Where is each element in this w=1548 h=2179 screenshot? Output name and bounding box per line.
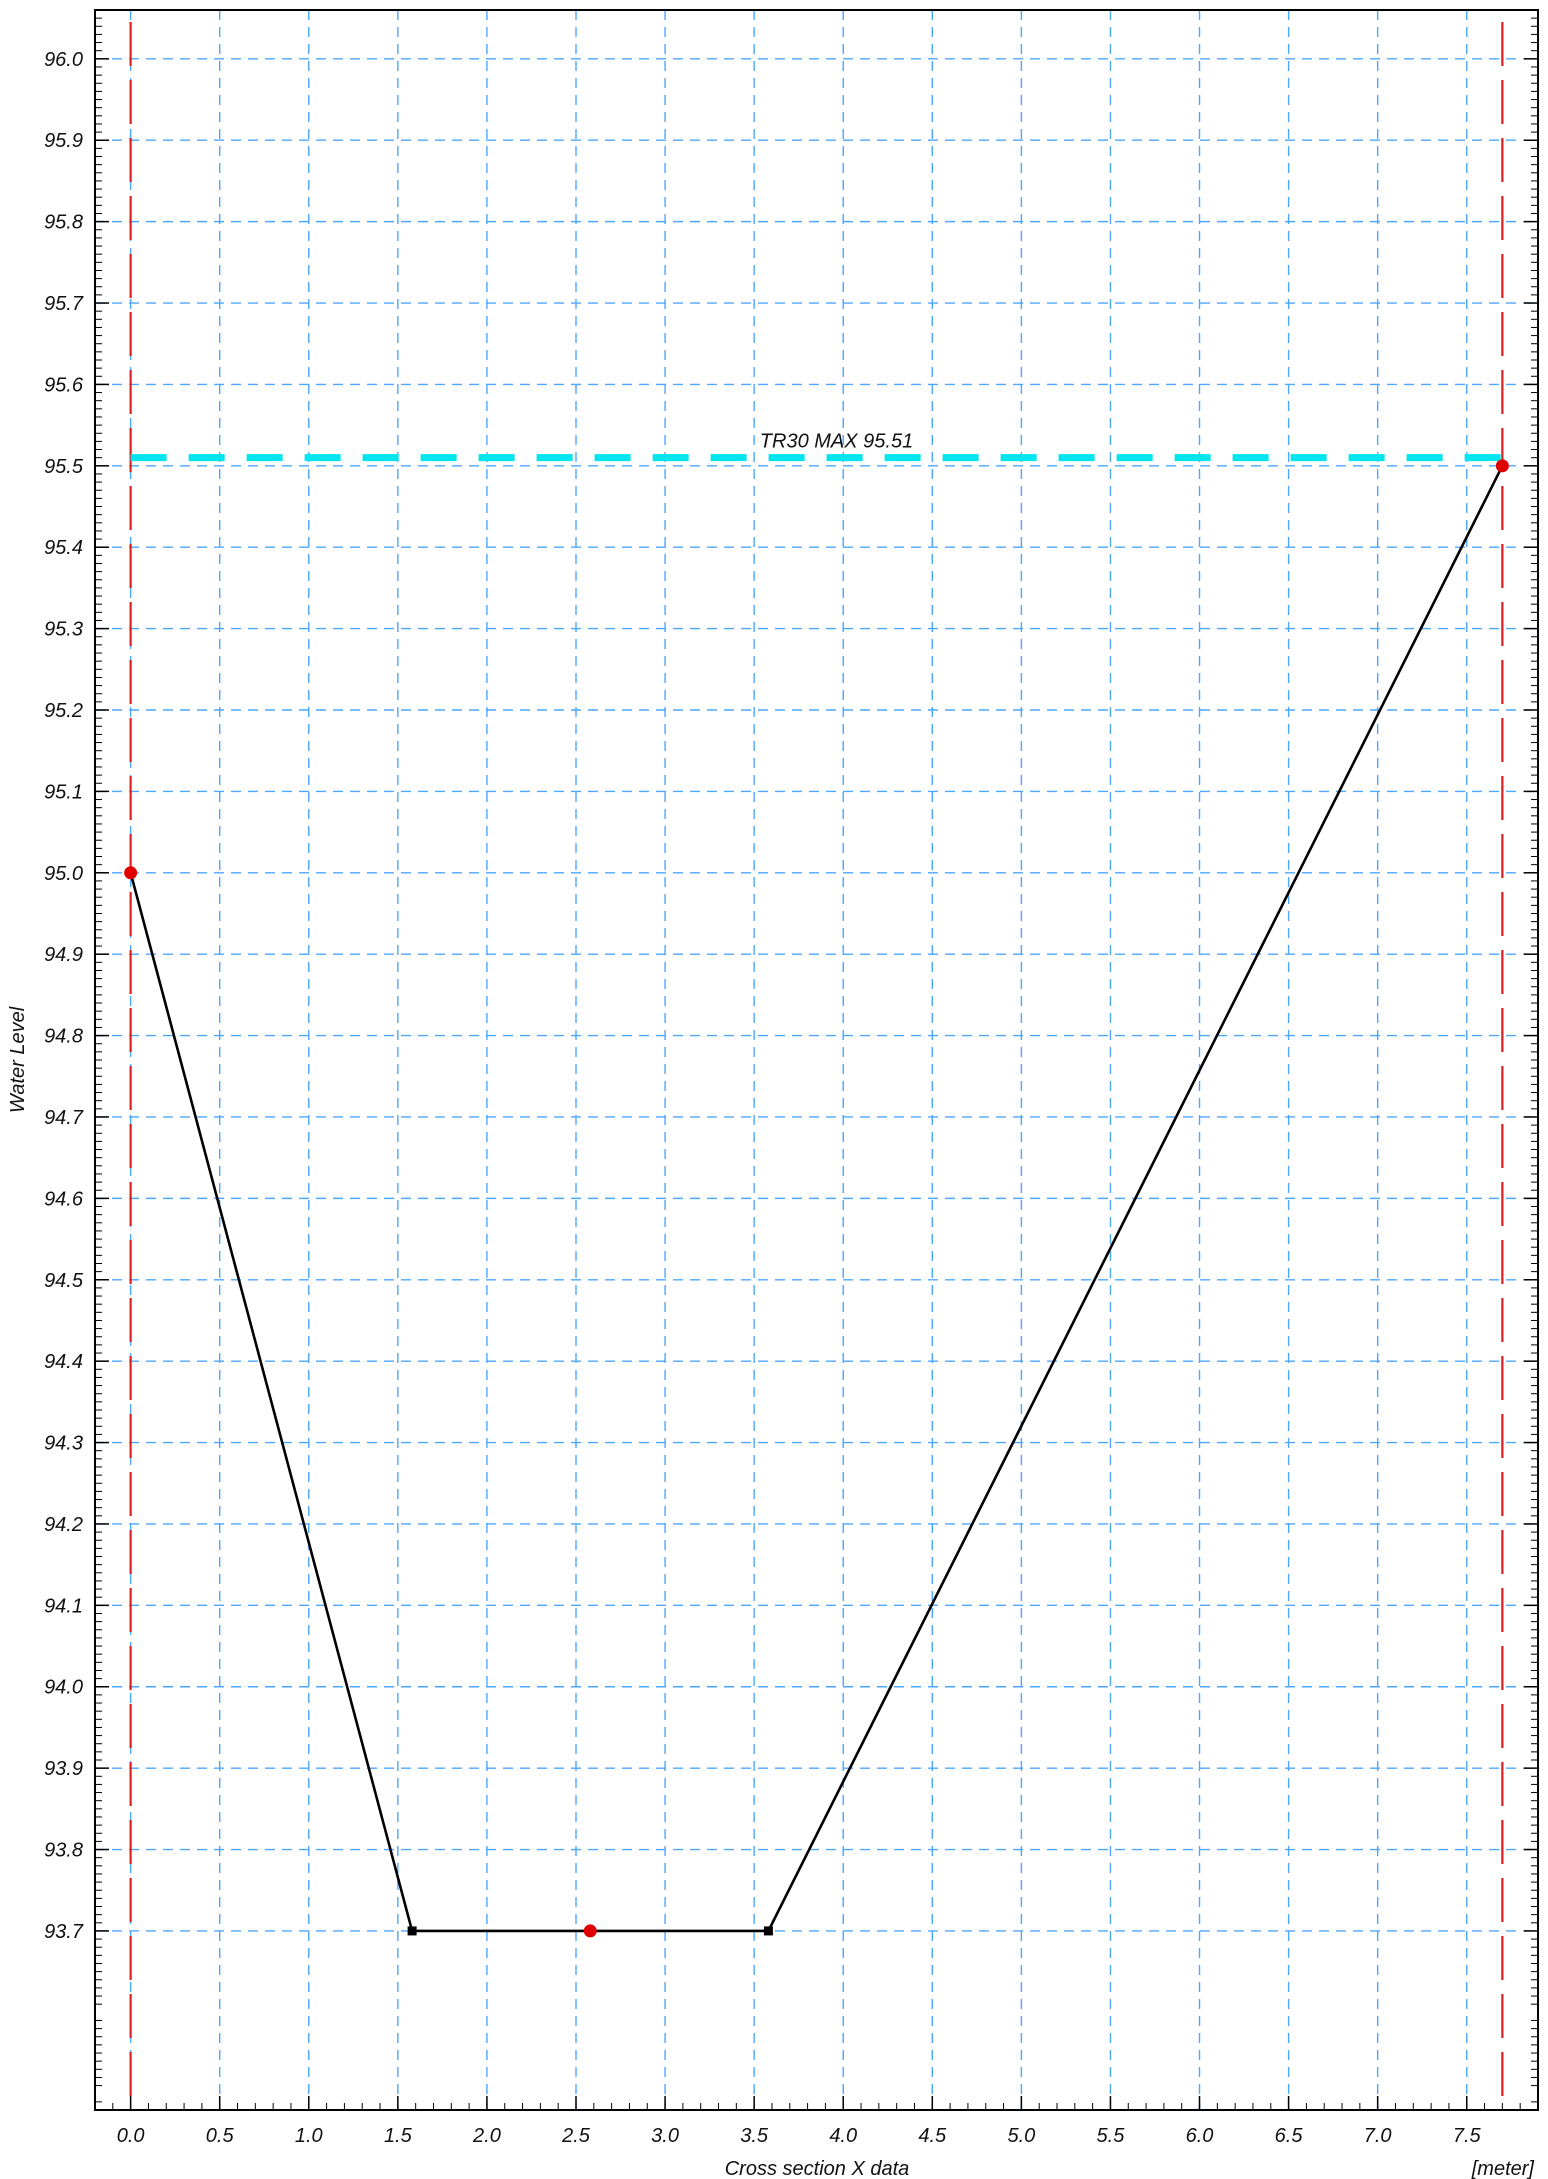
x-tick-label: 7.5 bbox=[1453, 2125, 1482, 2147]
water-level-label: TR30 MAX 95.51 bbox=[760, 431, 913, 453]
y-tick-label: 95.5 bbox=[44, 456, 84, 478]
x-tick-labels: 0.0 0.5 1.0 1.5 2.0 2.5 3.0 3.5 4.0 4.5 5.0 5.5 6.0 6… bbox=[117, 2125, 1482, 2147]
y-tick-label: 94.7 bbox=[44, 1107, 84, 1129]
y-tick-label: 95.1 bbox=[44, 781, 83, 803]
x-tick-label: 6.0 bbox=[1186, 2125, 1214, 2147]
x-tick-label: 5.5 bbox=[1097, 2125, 1126, 2147]
y-tick-label: 94.6 bbox=[44, 1188, 84, 1210]
x-tick-label: 3.5 bbox=[740, 2125, 769, 2147]
x-tick-label: 2.5 bbox=[561, 2125, 591, 2147]
y-tick-label: 95.8 bbox=[44, 212, 83, 234]
y-tick-label: 96.0 bbox=[44, 49, 83, 71]
y-tick-label: 94.0 bbox=[44, 1677, 83, 1699]
x-tick-label: 5.0 bbox=[1007, 2125, 1035, 2147]
x-tick-label: 0.5 bbox=[206, 2125, 235, 2147]
red-point bbox=[1495, 459, 1509, 473]
y-tick-label: 95.2 bbox=[44, 700, 83, 722]
grid-lines bbox=[95, 10, 1538, 2110]
y-tick-label: 93.8 bbox=[44, 1840, 83, 1862]
y-tick-label: 95.6 bbox=[44, 374, 84, 396]
x-tick-label: 3.0 bbox=[651, 2125, 679, 2147]
y-tick-label: 94.2 bbox=[44, 1514, 83, 1536]
y-tick-label: 95.3 bbox=[44, 619, 83, 641]
y-axis-title: Water Level bbox=[7, 1006, 29, 1113]
y-tick-label: 94.4 bbox=[44, 1351, 83, 1373]
y-tick-label: 94.5 bbox=[44, 1270, 84, 1292]
red-point bbox=[124, 866, 138, 880]
x-axis-title: Cross section X data bbox=[725, 2158, 910, 2179]
y-tick-label: 94.9 bbox=[44, 944, 83, 966]
y-tick-label: 94.3 bbox=[44, 1433, 83, 1455]
x-tick-label: 4.0 bbox=[829, 2125, 857, 2147]
y-tick-label: 95.4 bbox=[44, 537, 83, 559]
x-tick-label: 2.0 bbox=[472, 2125, 501, 2147]
y-tick-labels: 93.7 93.8 93.9 94.0 94.1 94.2 94.3 94.4 94.5 94.6… bbox=[44, 49, 84, 1943]
water-level-group: TR30 MAX 95.51 bbox=[130, 431, 1503, 462]
bank-lines bbox=[129, 22, 1504, 2110]
red-point bbox=[583, 1924, 597, 1938]
y-tick-label: 94.8 bbox=[44, 1026, 83, 1048]
vertex-square bbox=[763, 1926, 773, 1936]
y-tick-label: 93.7 bbox=[44, 1921, 84, 1943]
plot-frame bbox=[94, 9, 1539, 2111]
x-axis-unit: [meter] bbox=[1471, 2158, 1535, 2179]
marker-group bbox=[124, 459, 1509, 1938]
y-tick-label: 93.9 bbox=[44, 1758, 83, 1780]
x-tick-label: 0.0 bbox=[117, 2125, 145, 2147]
x-tick-label: 6.5 bbox=[1275, 2125, 1304, 2147]
x-tick-label: 7.0 bbox=[1364, 2125, 1392, 2147]
y-tick-label: 95.7 bbox=[44, 293, 84, 315]
y-tick-label: 95.0 bbox=[44, 863, 83, 885]
y-tick-label: 94.1 bbox=[44, 1595, 83, 1617]
y-tick-label: 95.9 bbox=[44, 130, 83, 152]
x-tick-label: 1.0 bbox=[295, 2125, 323, 2147]
x-tick-label: 1.5 bbox=[384, 2125, 413, 2147]
x-tick-label: 4.5 bbox=[918, 2125, 947, 2147]
vertex-square bbox=[407, 1926, 417, 1936]
minor-ticks bbox=[94, 9, 1539, 2111]
